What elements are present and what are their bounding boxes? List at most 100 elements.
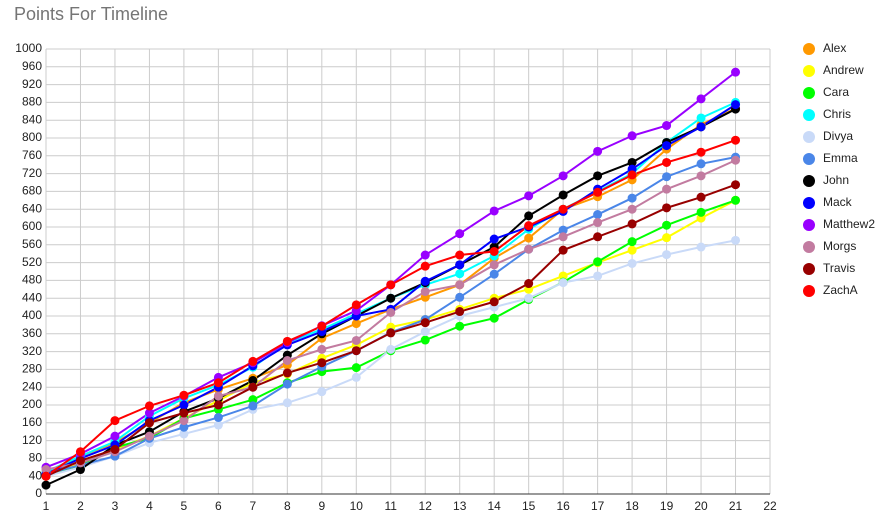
legend-label: Cara (823, 85, 849, 99)
point (282, 356, 292, 365)
point (75, 447, 85, 457)
point (524, 233, 534, 243)
point (558, 245, 568, 255)
point (696, 147, 706, 157)
point (282, 368, 292, 378)
point (248, 356, 258, 366)
legend-marker (803, 285, 815, 297)
legend-label: Morgs (823, 239, 856, 253)
y-tick-label: 880 (22, 95, 42, 109)
point (110, 416, 120, 426)
point (489, 297, 499, 307)
point (41, 471, 51, 481)
x-tick-label: 18 (625, 499, 639, 513)
y-tick-label: 640 (22, 201, 42, 215)
point (696, 122, 706, 132)
point (593, 232, 603, 242)
point (455, 229, 465, 239)
point (213, 420, 223, 430)
point (489, 269, 499, 279)
point (282, 379, 292, 389)
point (248, 401, 258, 411)
point (420, 327, 430, 337)
point (662, 203, 672, 213)
point (627, 237, 637, 247)
y-tick-label: 320 (22, 344, 42, 358)
legend-marker (803, 219, 815, 231)
point (179, 416, 189, 426)
legend-label: Matthew2 (823, 217, 875, 231)
y-tick-label: 400 (22, 308, 42, 322)
point (627, 131, 637, 141)
point (696, 159, 706, 169)
point (593, 218, 603, 228)
point (455, 307, 465, 317)
legend-marker (803, 263, 815, 275)
x-tick-label: 8 (284, 499, 291, 513)
y-tick-label: 120 (22, 433, 42, 447)
point (455, 292, 465, 302)
point (696, 171, 706, 181)
point (489, 246, 499, 256)
x-tick-label: 13 (453, 499, 467, 513)
point (213, 412, 223, 422)
y-tick-label: 520 (22, 255, 42, 269)
point (144, 401, 154, 411)
legend-label: John (823, 173, 849, 187)
point (420, 335, 430, 345)
x-tick-label: 5 (181, 499, 188, 513)
point (248, 382, 258, 392)
point (696, 192, 706, 202)
point (731, 195, 741, 205)
point (351, 300, 361, 310)
point (524, 221, 534, 231)
point (524, 191, 534, 201)
point (179, 400, 189, 410)
point (593, 187, 603, 197)
point (662, 220, 672, 230)
point (179, 429, 189, 439)
point (420, 287, 430, 297)
x-tick-label: 1 (43, 499, 50, 513)
y-tick-label: 480 (22, 273, 42, 287)
y-tick-label: 160 (22, 415, 42, 429)
x-tick-label: 22 (763, 499, 777, 513)
x-tick-label: 3 (112, 499, 119, 513)
point (144, 431, 154, 441)
point (110, 431, 120, 441)
legend-label: Travis (823, 261, 855, 275)
x-tick-label: 20 (694, 499, 708, 513)
point (524, 293, 534, 303)
point (248, 376, 258, 386)
point (386, 344, 396, 354)
y-tick-label: 40 (29, 468, 43, 482)
y-tick-label: 280 (22, 362, 42, 376)
legend-marker (803, 197, 815, 209)
point (558, 190, 568, 200)
point (627, 258, 637, 268)
point (455, 269, 465, 279)
point (731, 67, 741, 77)
y-tick-label: 800 (22, 130, 42, 144)
point (144, 408, 154, 418)
legend-label: Alex (823, 41, 846, 55)
point (489, 260, 499, 270)
point (420, 276, 430, 286)
point (351, 335, 361, 345)
point (317, 358, 327, 368)
point (420, 250, 430, 260)
chart-title: Points For Timeline (14, 4, 168, 24)
legend-marker (803, 87, 815, 99)
point (317, 387, 327, 397)
legend-marker (803, 109, 815, 121)
point (731, 235, 741, 245)
point (282, 336, 292, 346)
legend-marker (803, 131, 815, 143)
point (489, 313, 499, 323)
x-tick-label: 11 (385, 499, 398, 513)
point (731, 135, 741, 145)
point (662, 121, 672, 131)
point (662, 250, 672, 260)
y-tick-label: 680 (22, 184, 42, 198)
